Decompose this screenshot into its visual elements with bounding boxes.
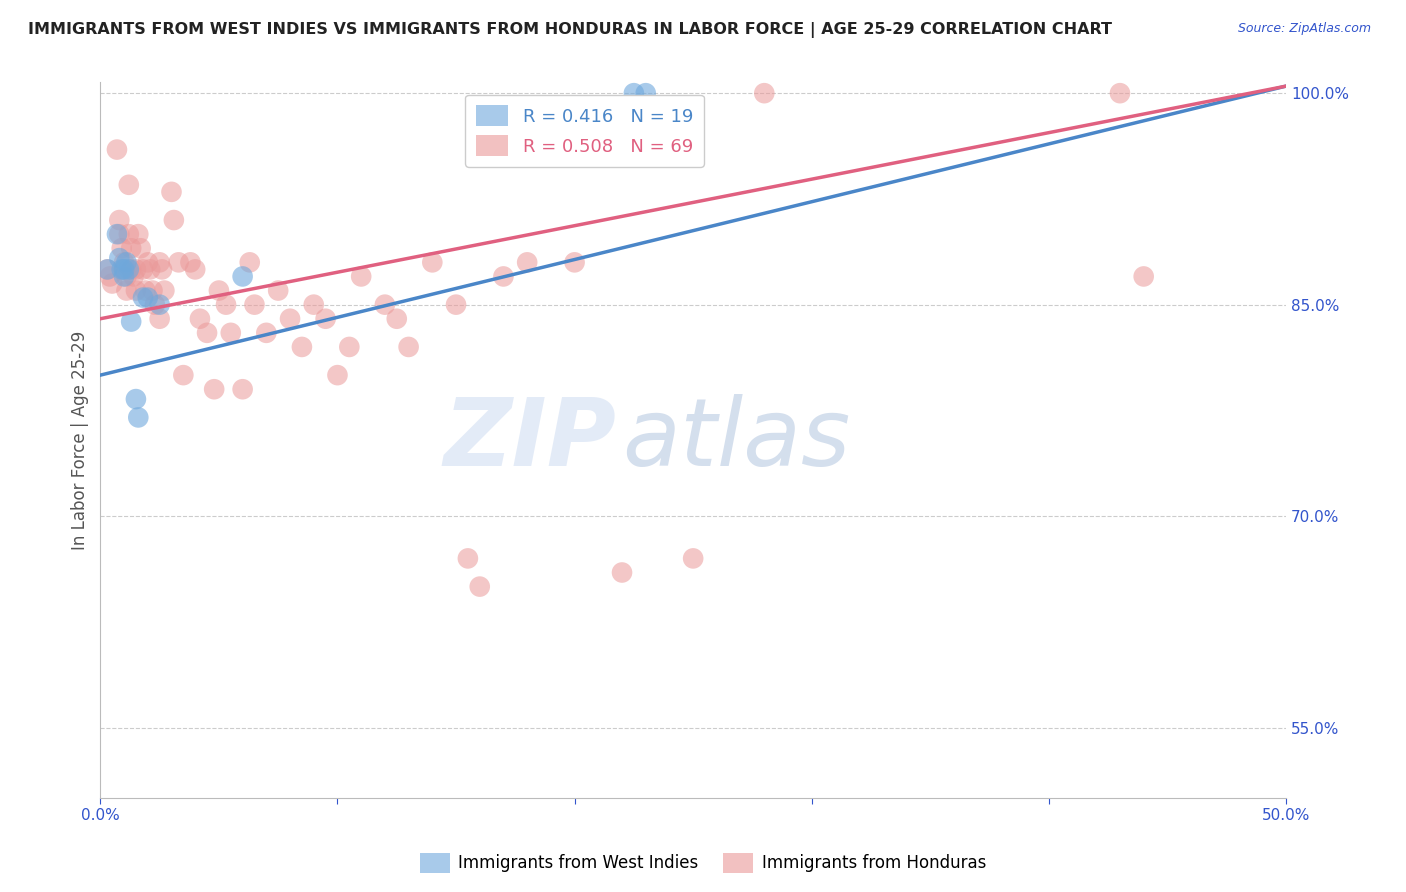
Point	[374, 298, 396, 312]
Point	[516, 255, 538, 269]
Point	[326, 368, 349, 383]
Point	[141, 284, 163, 298]
Point	[132, 291, 155, 305]
Legend: Immigrants from West Indies, Immigrants from Honduras: Immigrants from West Indies, Immigrants …	[413, 847, 993, 880]
Point	[267, 284, 290, 298]
Point	[120, 314, 142, 328]
Point	[1109, 86, 1132, 100]
Point	[134, 284, 156, 298]
Point	[315, 311, 337, 326]
Point	[337, 340, 360, 354]
Point	[243, 298, 266, 312]
Point	[153, 284, 176, 298]
Point	[143, 298, 166, 312]
Point	[160, 185, 183, 199]
Point	[139, 262, 162, 277]
Point	[291, 340, 314, 354]
Point	[125, 284, 148, 298]
Point	[215, 298, 238, 312]
Point	[118, 227, 141, 242]
Point	[243, 805, 266, 819]
Point	[302, 298, 325, 312]
Point	[96, 262, 118, 277]
Point	[115, 269, 138, 284]
Point	[115, 284, 138, 298]
Point	[127, 227, 149, 242]
Point	[118, 178, 141, 192]
Point	[125, 262, 148, 277]
Point	[184, 262, 207, 277]
Point	[111, 262, 134, 277]
Text: atlas: atlas	[621, 394, 851, 485]
Point	[125, 392, 148, 406]
Point	[350, 269, 373, 284]
Point	[1132, 269, 1154, 284]
Point	[163, 213, 186, 227]
Point	[167, 255, 190, 269]
Point	[118, 262, 141, 277]
Point	[108, 227, 131, 242]
Point	[136, 255, 159, 269]
Legend: R = 0.416   N = 19, R = 0.508   N = 69: R = 0.416 N = 19, R = 0.508 N = 69	[465, 95, 704, 167]
Text: ZIP: ZIP	[443, 394, 616, 486]
Point	[112, 262, 135, 277]
Point	[108, 213, 131, 227]
Point	[127, 410, 149, 425]
Point	[444, 298, 467, 312]
Point	[98, 269, 121, 284]
Point	[115, 255, 138, 269]
Point	[129, 241, 152, 255]
Point	[232, 269, 254, 284]
Text: Source: ZipAtlas.com: Source: ZipAtlas.com	[1237, 22, 1371, 36]
Point	[149, 311, 172, 326]
Point	[172, 368, 194, 383]
Point	[420, 255, 443, 269]
Point	[219, 326, 242, 340]
Point	[754, 86, 776, 100]
Point	[105, 227, 128, 242]
Point	[634, 86, 657, 100]
Point	[623, 86, 645, 100]
Point	[105, 143, 128, 157]
Point	[101, 277, 124, 291]
Point	[150, 262, 173, 277]
Point	[108, 251, 131, 265]
Point	[202, 382, 225, 396]
Point	[120, 241, 142, 255]
Point	[239, 255, 262, 269]
Point	[188, 311, 211, 326]
Point	[492, 269, 515, 284]
Point	[278, 311, 301, 326]
Point	[111, 241, 134, 255]
Y-axis label: In Labor Force | Age 25-29: In Labor Force | Age 25-29	[72, 330, 89, 549]
Point	[179, 255, 201, 269]
Point	[149, 255, 172, 269]
Point	[254, 326, 277, 340]
Point	[122, 269, 145, 284]
Point	[112, 269, 135, 284]
Point	[457, 551, 479, 566]
Point	[195, 326, 218, 340]
Point	[96, 262, 118, 277]
Point	[112, 262, 135, 277]
Point	[149, 298, 172, 312]
Point	[232, 382, 254, 396]
Point	[682, 551, 704, 566]
Point	[132, 262, 155, 277]
Point	[136, 291, 159, 305]
Point	[208, 284, 231, 298]
Point	[112, 255, 135, 269]
Point	[120, 262, 142, 277]
Point	[385, 311, 408, 326]
Point	[326, 847, 349, 862]
Point	[468, 580, 491, 594]
Point	[564, 255, 586, 269]
Point	[398, 340, 420, 354]
Text: IMMIGRANTS FROM WEST INDIES VS IMMIGRANTS FROM HONDURAS IN LABOR FORCE | AGE 25-: IMMIGRANTS FROM WEST INDIES VS IMMIGRANT…	[28, 22, 1112, 38]
Point	[610, 566, 633, 580]
